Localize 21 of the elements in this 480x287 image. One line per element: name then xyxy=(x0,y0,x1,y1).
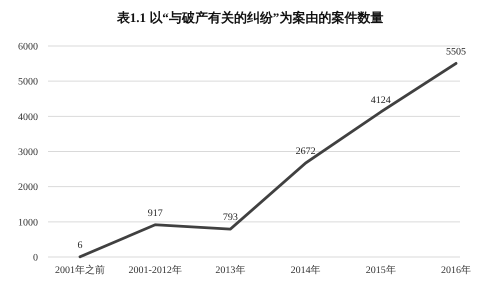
y-tick-label: 6000 xyxy=(18,42,38,52)
data-label: 2672 xyxy=(296,146,316,158)
x-tick-label: 2001年之前 xyxy=(55,264,105,276)
data-label: 793 xyxy=(222,212,238,224)
y-tick-label: 5000 xyxy=(18,76,38,88)
data-label: 6 xyxy=(78,240,82,251)
data-label: 4124 xyxy=(370,94,391,106)
x-tick-label: 2016年 xyxy=(441,264,471,276)
y-tick-label: 2000 xyxy=(18,182,38,194)
x-tick-label: 2013年 xyxy=(215,264,246,276)
x-tick-label: 2014年 xyxy=(290,264,321,276)
y-tick-label: 4000 xyxy=(18,112,38,123)
data-label: 5505 xyxy=(446,46,466,58)
y-tick-label: 0 xyxy=(33,252,38,264)
x-tick-label: 2001-2012年 xyxy=(128,264,182,276)
line-series xyxy=(78,62,458,258)
y-tick-label: 1000 xyxy=(18,217,38,228)
data-label: 917 xyxy=(148,208,163,219)
x-tick-label: 2015年 xyxy=(366,264,396,276)
chart-title: 表1.1 以“与破产有关的纠纷”为案由的案件数量 xyxy=(116,10,384,25)
y-tick-label: 3000 xyxy=(18,147,38,158)
